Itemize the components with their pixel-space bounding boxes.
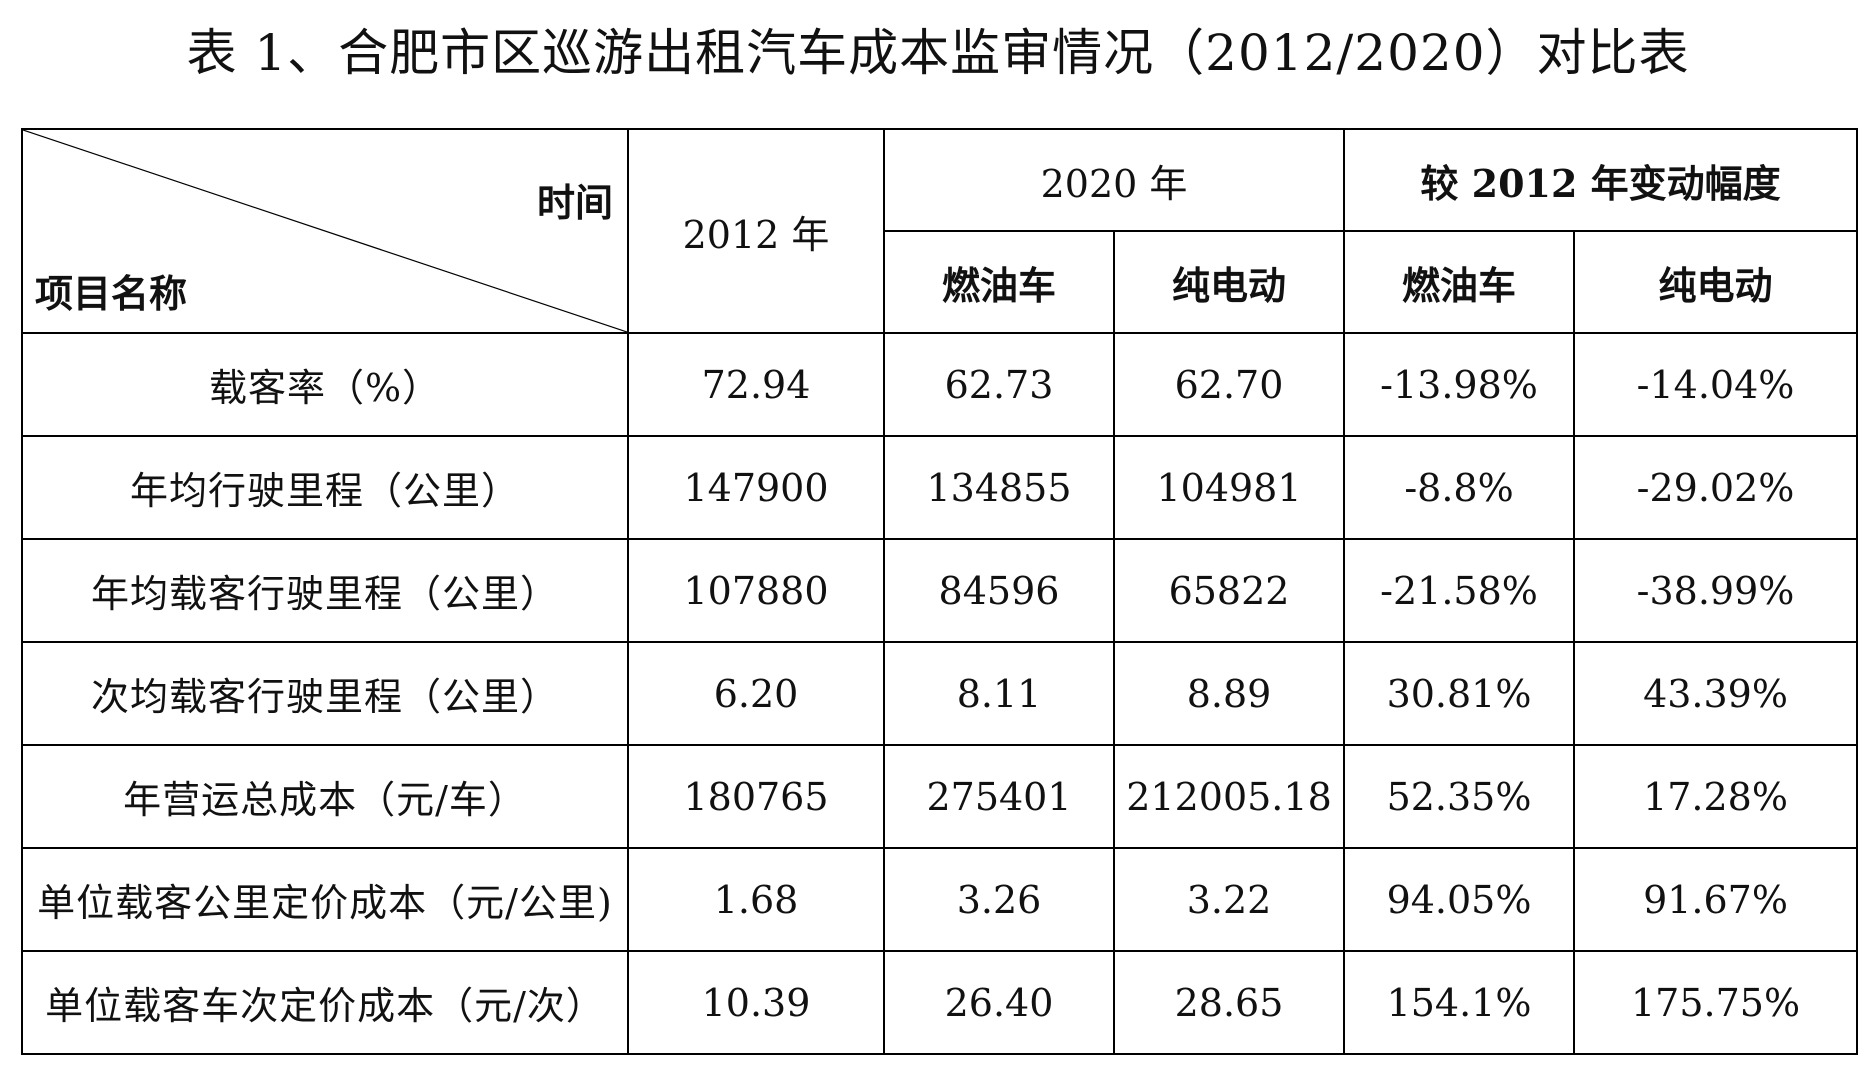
table-row: 单位载客公里定价成本（元/公里) 1.68 3.26 3.22 94.05% 9… — [21, 847, 1859, 952]
cell-change-electric: 43.39% — [1573, 641, 1859, 746]
header-change: 较 2012 年变动幅度 — [1343, 128, 1859, 232]
cell-2020-electric: 212005.18 — [1112, 744, 1346, 849]
table-row: 次均载客行驶里程（公里） 6.20 8.11 8.89 30.81% 43.39… — [21, 641, 1859, 746]
table-row: 载客率（%） 72.94 62.73 62.70 -13.98% -14.04% — [21, 332, 1859, 437]
cell-2020-fuel: 3.26 — [883, 847, 1115, 952]
header-change-electric: 纯电动 — [1573, 230, 1859, 334]
header-change-fuel: 燃油车 — [1343, 230, 1576, 334]
header-row-2: 燃油车 纯电动 燃油车 纯电动 — [22, 230, 1859, 334]
table-row: 单位载客车次定价成本（元/次） 10.39 26.40 28.65 154.1%… — [21, 950, 1859, 1055]
cell-2020-fuel: 62.73 — [883, 332, 1115, 437]
cell-change-fuel: 154.1% — [1343, 950, 1576, 1055]
cell-change-fuel: -13.98% — [1343, 332, 1576, 437]
cell-2020-fuel: 84596 — [883, 538, 1115, 643]
cell-2020-electric: 104981 — [1112, 435, 1346, 540]
diagonal-divider — [23, 130, 627, 332]
cell-2020-electric: 62.70 — [1112, 332, 1346, 437]
header-row-1: 时间 项目名称 2012 年 2020 年 较 2012 年变动幅度 — [21, 128, 1859, 334]
cell-2012: 180765 — [627, 744, 885, 849]
cell-2020-fuel: 8.11 — [883, 641, 1115, 746]
table-row: 年均载客行驶里程（公里） 107880 84596 65822 -21.58% … — [21, 538, 1859, 643]
header-2020-fuel: 燃油车 — [883, 230, 1115, 334]
corner-item-label: 项目名称 — [35, 271, 188, 316]
cell-change-fuel: -21.58% — [1343, 538, 1576, 643]
corner-header-cell: 时间 项目名称 — [21, 128, 629, 334]
cell-2012: 6.20 — [627, 641, 885, 746]
cell-2012: 107880 — [627, 538, 885, 643]
row-label: 年均行驶里程（公里） — [21, 435, 629, 540]
header-2020-electric: 纯电动 — [1112, 230, 1346, 334]
row-label: 次均载客行驶里程（公里） — [21, 641, 629, 746]
cost-comparison-table: 时间 项目名称 2012 年 2020 年 较 2012 年变动幅度 燃油车 纯… — [21, 128, 1859, 1055]
row-label: 年营运总成本（元/车） — [21, 744, 629, 849]
cell-change-electric: -14.04% — [1573, 332, 1859, 437]
header-2012: 2012 年 — [627, 128, 885, 334]
cell-2012: 1.68 — [627, 847, 885, 952]
cell-2012: 147900 — [627, 435, 885, 540]
cell-2020-fuel: 134855 — [883, 435, 1115, 540]
cell-change-electric: -29.02% — [1573, 435, 1859, 540]
cell-change-electric: 175.75% — [1573, 950, 1859, 1055]
cell-2012: 10.39 — [627, 950, 885, 1055]
row-label: 单位载客车次定价成本（元/次） — [21, 950, 629, 1055]
cell-change-electric: 91.67% — [1573, 847, 1859, 952]
table-row: 年均行驶里程（公里） 147900 134855 104981 -8.8% -2… — [21, 435, 1859, 540]
cell-2020-electric: 28.65 — [1112, 950, 1346, 1055]
cell-change-fuel: 94.05% — [1343, 847, 1576, 952]
row-label: 单位载客公里定价成本（元/公里) — [21, 847, 629, 952]
cell-2020-electric: 3.22 — [1112, 847, 1346, 952]
row-label: 载客率（%） — [21, 332, 629, 437]
row-label: 年均载客行驶里程（公里） — [21, 538, 629, 643]
cell-2012: 72.94 — [627, 332, 885, 437]
cell-2020-fuel: 275401 — [883, 744, 1115, 849]
table-row: 年营运总成本（元/车） 180765 275401 212005.18 52.3… — [21, 744, 1859, 849]
cell-change-fuel: -8.8% — [1343, 435, 1576, 540]
cell-change-fuel: 30.81% — [1343, 641, 1576, 746]
table-body: 时间 项目名称 2012 年 2020 年 较 2012 年变动幅度 燃油车 纯… — [21, 128, 1859, 1055]
cell-change-electric: 17.28% — [1573, 744, 1859, 849]
cell-change-electric: -38.99% — [1573, 538, 1859, 643]
corner-time-label: 时间 — [536, 180, 613, 225]
cell-2020-electric: 8.89 — [1112, 641, 1346, 746]
cell-2020-fuel: 26.40 — [883, 950, 1115, 1055]
cell-change-fuel: 52.35% — [1343, 744, 1576, 849]
cell-2020-electric: 65822 — [1112, 538, 1346, 643]
header-2020: 2020 年 — [882, 128, 1346, 232]
table-title: 表 1、合肥市区巡游出租汽车成本监审情况（2012/2020）对比表 — [186, 24, 1690, 82]
